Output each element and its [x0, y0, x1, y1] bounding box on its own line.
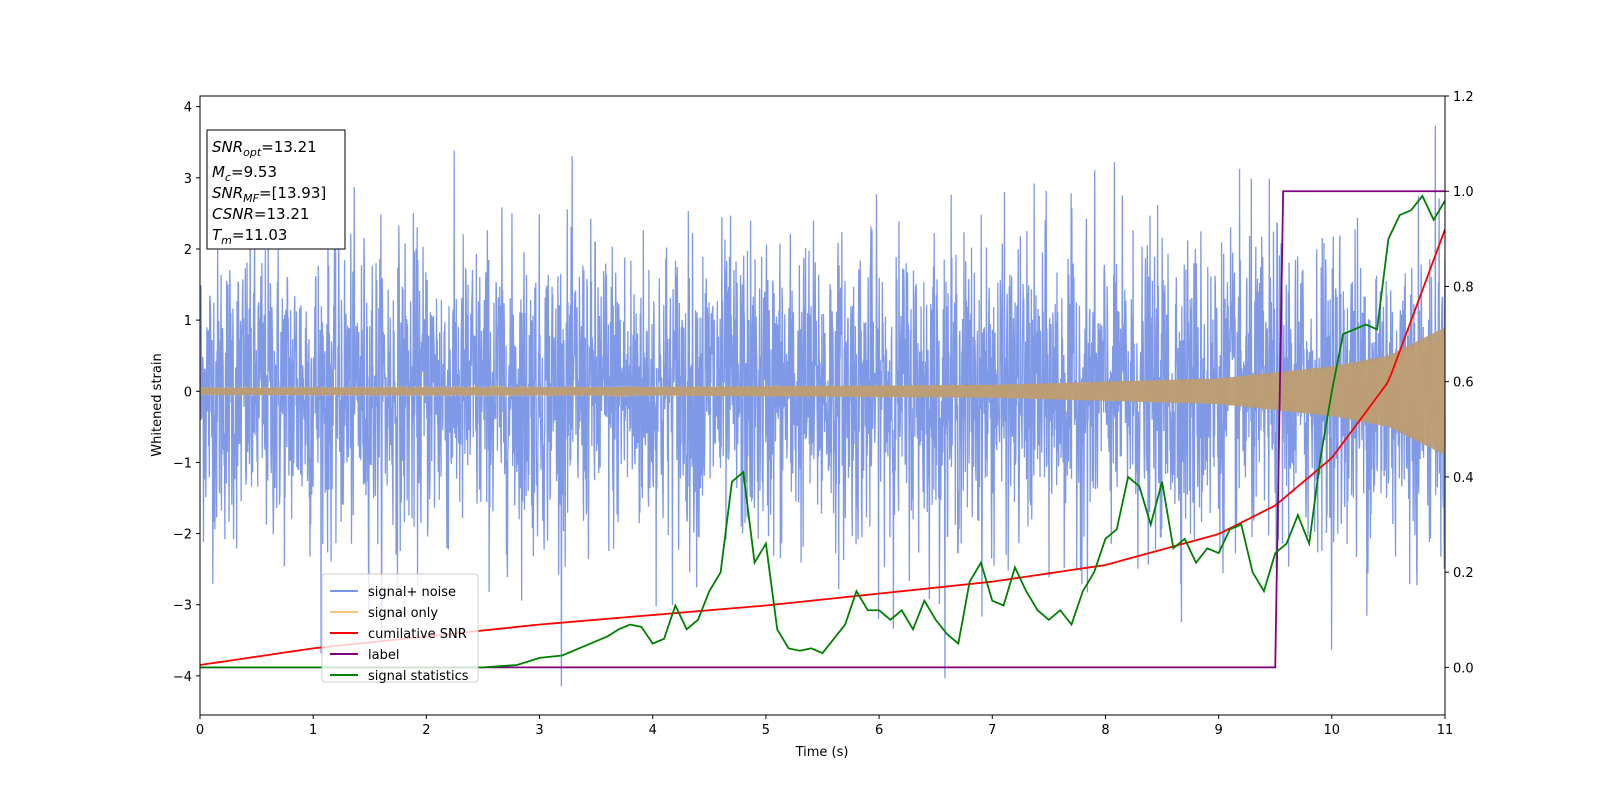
signal-noise-line — [200, 125, 1445, 687]
series-signal-noise — [200, 125, 1445, 687]
y-tick-label: 1 — [184, 314, 192, 329]
y-axis-left: 4 3 2 1 0 −1 −2 −3 −4 — [173, 101, 200, 685]
y-tick-label: 4 — [184, 101, 192, 116]
y-tick-label: −2 — [173, 528, 192, 543]
x-tick-label: 6 — [875, 723, 883, 738]
y2-tick-label: 1.0 — [1453, 185, 1474, 200]
info-snr-mf: SNRMF=[13.93] — [212, 184, 326, 205]
y2-tick-label: 0.8 — [1453, 280, 1474, 295]
y-tick-label: −1 — [173, 456, 192, 471]
x-tick-label: 9 — [1214, 723, 1222, 738]
x-tick-label: 4 — [649, 723, 657, 738]
label-line — [200, 190, 1445, 669]
y-tick-label: 3 — [184, 172, 192, 187]
legend: signal+ noise signal only cumilative SNR la… — [321, 573, 479, 684]
series-label — [200, 190, 1445, 669]
legend-entry: signal only — [368, 606, 438, 621]
x-tick-label: 10 — [1324, 723, 1341, 738]
x-tick-label: 0 — [196, 723, 204, 738]
series-signal-only — [200, 327, 1445, 456]
x-tick-label: 8 — [1101, 723, 1109, 738]
legend-entry: signal statistics — [368, 669, 469, 684]
y-tick-label: 0 — [184, 385, 192, 400]
signal-only-envelope — [200, 327, 1445, 456]
y-tick-label: 2 — [184, 243, 192, 258]
legend-entry: cumilative SNR — [368, 627, 467, 642]
x-tick-label: 11 — [1437, 723, 1454, 738]
x-tick-label: 5 — [762, 723, 770, 738]
y-tick-label: −4 — [173, 670, 192, 685]
series-signal-statistics — [200, 194, 1445, 669]
y-axis-right: 1.2 1.0 0.8 0.6 0.4 0.2 0.0 — [1445, 90, 1474, 676]
x-tick-label: 7 — [988, 723, 996, 738]
x-tick-label: 2 — [422, 723, 430, 738]
y2-tick-label: 1.2 — [1453, 90, 1474, 105]
x-axis: 0 1 2 3 4 5 6 7 8 9 10 11 — [196, 715, 1453, 738]
legend-entry: signal+ noise — [368, 585, 456, 600]
y-axis-label: Whitened strain — [150, 353, 165, 456]
x-tick-label: 1 — [309, 723, 317, 738]
info-box: SNRopt=13.21 Mc=9.53 SNRMF=[13.93] CSNR=… — [206, 129, 346, 250]
info-mc: Mc=9.53 — [212, 163, 277, 184]
y-tick-label: −3 — [173, 599, 192, 614]
plot-frame — [199, 95, 1446, 716]
info-csnr: CSNR=13.21 — [212, 205, 309, 223]
legend-entry: label — [368, 648, 399, 663]
y2-tick-label: 0.0 — [1453, 661, 1474, 676]
y2-tick-label: 0.4 — [1453, 471, 1474, 486]
signal-statistics-line — [200, 194, 1445, 669]
y2-tick-label: 0.6 — [1453, 376, 1474, 391]
x-axis-label: Time (s) — [795, 745, 849, 760]
info-tm: Tm=11.03 — [212, 226, 287, 247]
y2-tick-label: 0.2 — [1453, 566, 1474, 581]
info-snr-opt: SNRopt=13.21 — [212, 138, 317, 159]
x-tick-label: 3 — [535, 723, 543, 738]
